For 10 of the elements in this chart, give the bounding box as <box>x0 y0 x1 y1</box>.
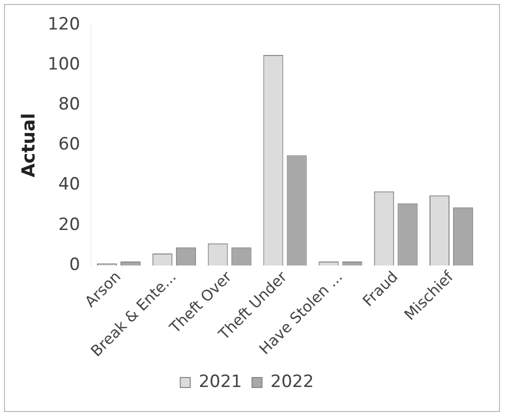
y-tick-label: 0 <box>69 254 80 275</box>
y-tick-label: 120 <box>48 14 80 34</box>
y-tick-label: 100 <box>48 54 80 74</box>
y-tick-label: 60 <box>58 134 80 155</box>
y-tick-label: 80 <box>58 94 80 115</box>
y-axis-title: Actual <box>18 113 40 178</box>
legend-label: 2021 <box>198 372 242 392</box>
y-tick-label: 20 <box>58 214 80 235</box>
y-tick-label: 40 <box>58 174 80 195</box>
legend-label: 2022 <box>270 372 314 392</box>
